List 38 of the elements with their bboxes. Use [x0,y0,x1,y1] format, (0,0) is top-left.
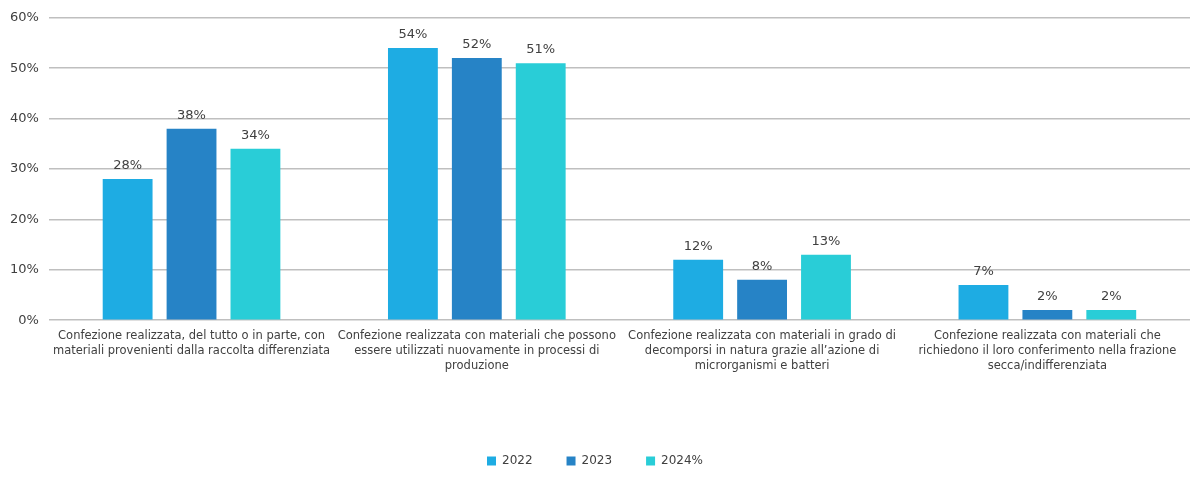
data-label: 2% [1037,287,1058,303]
bar [1086,310,1137,320]
bar [387,48,438,320]
bar [102,179,153,320]
legend-label: 2023 [581,453,613,468]
x-tick-label: Confezione realizzata con materiali in grado di decomporsi in natura grazie all’azione di microrganismi e batteri [628,327,897,372]
x-tick-label: Confezione realizzata, del tutto o in parte, con materiali provenienti dalla raccolta differenziata [52,327,331,357]
data-label: 8% [751,257,773,273]
data-label: 51% [526,41,556,57]
bar [166,128,217,320]
data-label: 12% [683,237,713,253]
x-tick-label: Confezione realizzata con materiali che possono essere utilizzati nuovamente in processi di produzione [337,327,616,372]
data-label: 54% [398,25,428,41]
data-label: 13% [811,232,841,248]
y-tick-label: 0% [18,311,39,327]
y-tick-label: 20% [9,210,39,226]
bar [1022,310,1073,320]
data-label: 34% [240,126,270,142]
data-label: 38% [177,106,206,122]
y-tick-label: 50% [9,59,39,75]
data-label: 7% [973,262,994,278]
bar [958,284,1009,320]
y-tick-label: 40% [9,109,39,125]
bar [451,58,502,320]
bar [515,63,566,320]
legend-label: 2022 [501,453,533,468]
y-tick-label: 30% [9,160,39,176]
y-tick-label: 10% [9,261,39,277]
bar [673,259,724,320]
x-tick-label: Confezione realizzata con materiali che richiedono il loro conferimento nella frazione secca/indifferenziata [918,327,1177,372]
bar [801,254,851,320]
bar [737,279,788,320]
y-tick-label: 60% [9,9,39,25]
bar [230,148,281,320]
legend-label: 2024% [661,453,704,468]
data-label: 52% [462,35,492,51]
data-label: 28% [113,156,143,172]
data-label: 2% [1100,287,1122,303]
